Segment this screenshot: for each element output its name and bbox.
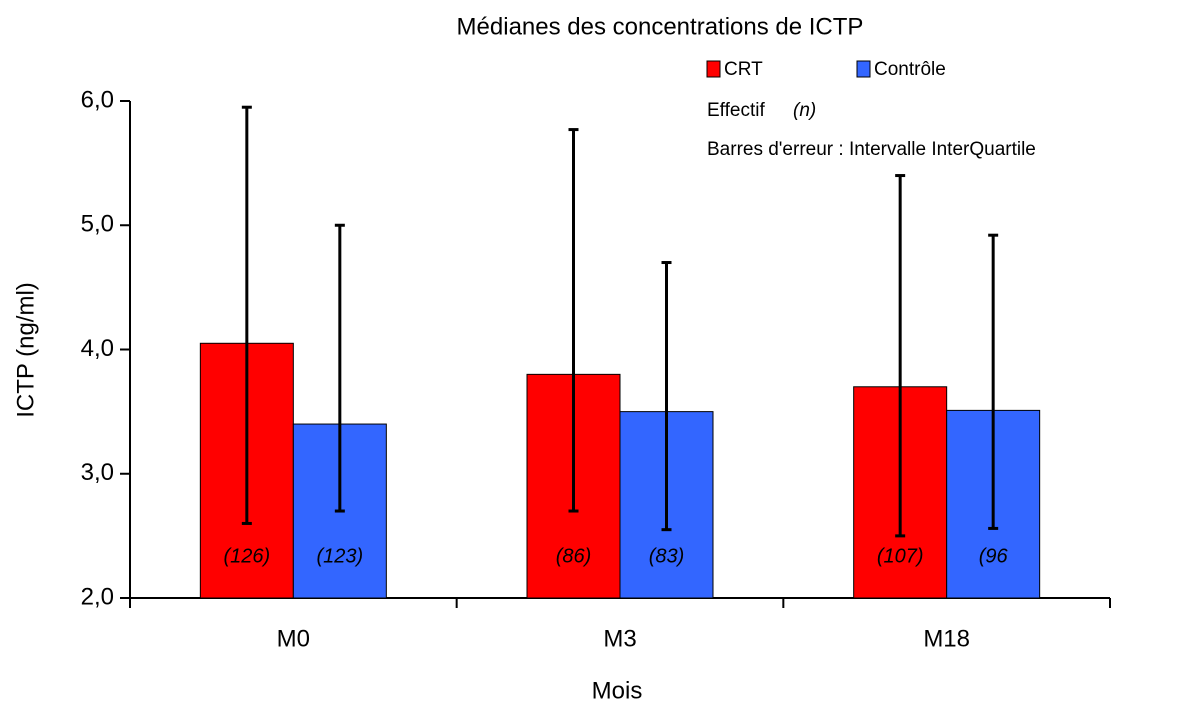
error-bar: [568, 128, 579, 513]
x-tick-label: M3: [603, 625, 636, 652]
error-bar: [241, 105, 252, 525]
x-axis-label: Mois: [592, 677, 643, 704]
count-label: (96: [979, 545, 1009, 567]
error-bar: [988, 233, 999, 530]
y-tick-label: 5,0: [81, 211, 114, 238]
y-tick-label: 3,0: [81, 459, 114, 486]
annotation: (n): [793, 100, 816, 121]
legend-swatch: [856, 60, 871, 78]
legend-swatch: [706, 60, 721, 78]
y-tick-label: 4,0: [81, 335, 114, 362]
legend-label: CRT: [724, 59, 763, 80]
legend-label: Contrôle: [874, 59, 946, 80]
y-axis-label: ICTP (ng/ml): [12, 282, 39, 418]
error-bar: [895, 174, 906, 538]
x-tick-label: M0: [277, 625, 310, 652]
chart-title: Médianes des concentrations de ICTP: [457, 13, 864, 40]
count-label: (86): [556, 545, 592, 567]
count-label: (107): [877, 545, 924, 567]
error-bar: [334, 223, 345, 513]
annotation: Barres d'erreur : Intervalle InterQuarti…: [707, 139, 1036, 160]
annotation: Effectif: [707, 100, 765, 121]
y-tick-label: 2,0: [81, 583, 114, 610]
error-bar: [661, 261, 672, 532]
x-tick-label: M18: [923, 625, 970, 652]
y-tick-label: 6,0: [81, 86, 114, 113]
count-label: (83): [649, 545, 685, 567]
count-label: (123): [316, 545, 363, 567]
count-label: (126): [223, 545, 270, 567]
